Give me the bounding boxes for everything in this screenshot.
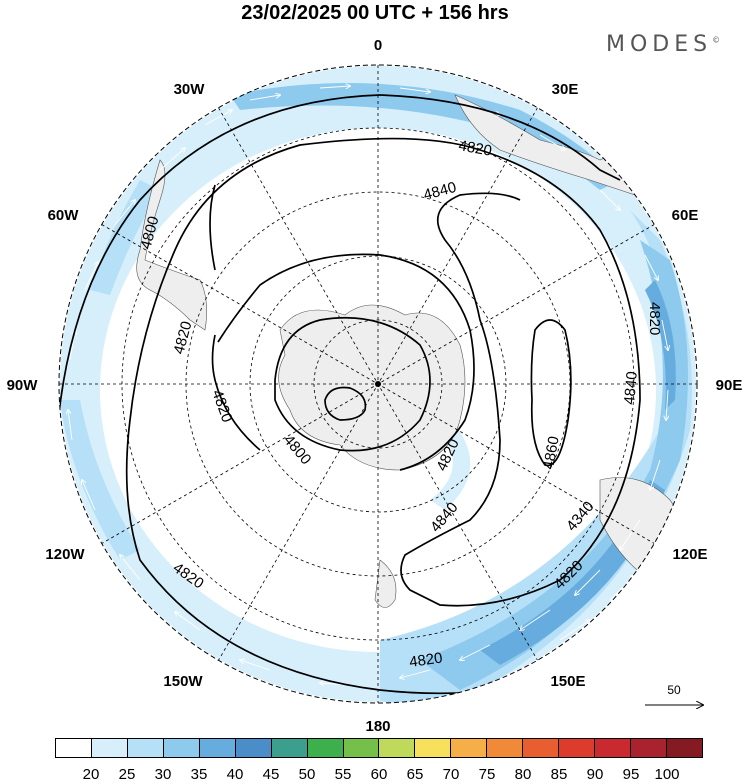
colorbar-swatch bbox=[487, 739, 524, 757]
reference-vector-label: 50 bbox=[667, 683, 681, 697]
colorbar-tick-label: 65 bbox=[406, 766, 424, 783]
colorbar-swatch bbox=[415, 739, 452, 757]
contour-label: 4840 bbox=[621, 371, 641, 406]
lon-label-90e: 90E bbox=[716, 377, 743, 394]
colorbar-swatch bbox=[235, 739, 272, 757]
lon-label-120e: 120E bbox=[672, 546, 707, 563]
colorbar-swatch bbox=[379, 739, 416, 757]
colorbar-tick-label: 95 bbox=[622, 766, 640, 783]
height-contours bbox=[59, 94, 641, 695]
longitude-labels: 0 30E 60E 90E 120E 150E 180 150W 120W 90… bbox=[7, 37, 743, 735]
colorbar-tick-label: 25 bbox=[118, 766, 136, 783]
contour-label: 4820 bbox=[646, 302, 663, 335]
lon-label-150e: 150E bbox=[550, 673, 585, 690]
lon-label-60e: 60E bbox=[672, 207, 699, 224]
colorbar-swatch bbox=[523, 739, 560, 757]
colorbar-swatch bbox=[307, 739, 344, 757]
colorbar-tick-label: 40 bbox=[226, 766, 244, 783]
colorbar-swatch bbox=[451, 739, 488, 757]
lon-label-180: 180 bbox=[365, 718, 390, 735]
contour-label: 4820 bbox=[408, 649, 443, 670]
colorbar-swatch bbox=[559, 739, 596, 757]
colorbar-swatch bbox=[595, 739, 631, 757]
colorbar-swatch bbox=[666, 739, 702, 757]
colorbar-swatch bbox=[163, 739, 200, 757]
colorbar-swatch bbox=[271, 739, 308, 757]
colorbar-tick-label: 20 bbox=[82, 766, 100, 783]
brand-logo: MODES© bbox=[606, 32, 721, 57]
reference-vector: 50 bbox=[645, 683, 703, 705]
lon-label-150w: 150W bbox=[163, 673, 203, 690]
colorbar-ticks: 20 25 30 35 40 45 50 55 60 65 70 75 80 85 90 95 100 bbox=[0, 766, 750, 784]
colorbar-swatch bbox=[91, 739, 128, 757]
colorbar-swatch bbox=[127, 739, 164, 757]
colorbar-tick-label: 60 bbox=[370, 766, 388, 783]
colorbar-tick-label: 85 bbox=[550, 766, 568, 783]
new-zealand bbox=[374, 559, 397, 608]
colorbar-tick-label: 100 bbox=[654, 766, 680, 783]
lon-label-120w: 120W bbox=[45, 546, 85, 563]
south-pole-marker bbox=[375, 381, 381, 387]
colorbar bbox=[55, 738, 703, 758]
colorbar-swatch bbox=[199, 739, 236, 757]
lon-label-30w: 30W bbox=[174, 81, 206, 98]
map-title: 23/02/2025 00 UTC + 156 hrs bbox=[241, 2, 509, 24]
lon-label-60w: 60W bbox=[48, 207, 80, 224]
map-boundary bbox=[58, 64, 698, 704]
colorbar-tick-label: 70 bbox=[442, 766, 460, 783]
colorbar-tick-label: 50 bbox=[298, 766, 316, 783]
lon-label-90w: 90W bbox=[7, 377, 39, 394]
colorbar-tick-label: 75 bbox=[478, 766, 496, 783]
colorbar-swatch bbox=[56, 739, 92, 757]
colorbar-tick-label: 45 bbox=[262, 766, 280, 783]
south-america bbox=[136, 159, 207, 331]
colorbar-swatch bbox=[343, 739, 380, 757]
lon-label-30e: 30E bbox=[552, 81, 579, 98]
contour-label: 4820 bbox=[457, 137, 493, 160]
colorbar-tick-label: 55 bbox=[334, 766, 352, 783]
colorbar-swatch bbox=[631, 739, 667, 757]
contour-label: 4860 bbox=[540, 435, 563, 471]
colorbar-tick-label: 90 bbox=[586, 766, 604, 783]
colorbar-tick-label: 35 bbox=[190, 766, 208, 783]
colorbar-tick-label: 80 bbox=[514, 766, 532, 783]
lon-label-0: 0 bbox=[374, 37, 382, 54]
colorbar-tick-label: 30 bbox=[154, 766, 172, 783]
